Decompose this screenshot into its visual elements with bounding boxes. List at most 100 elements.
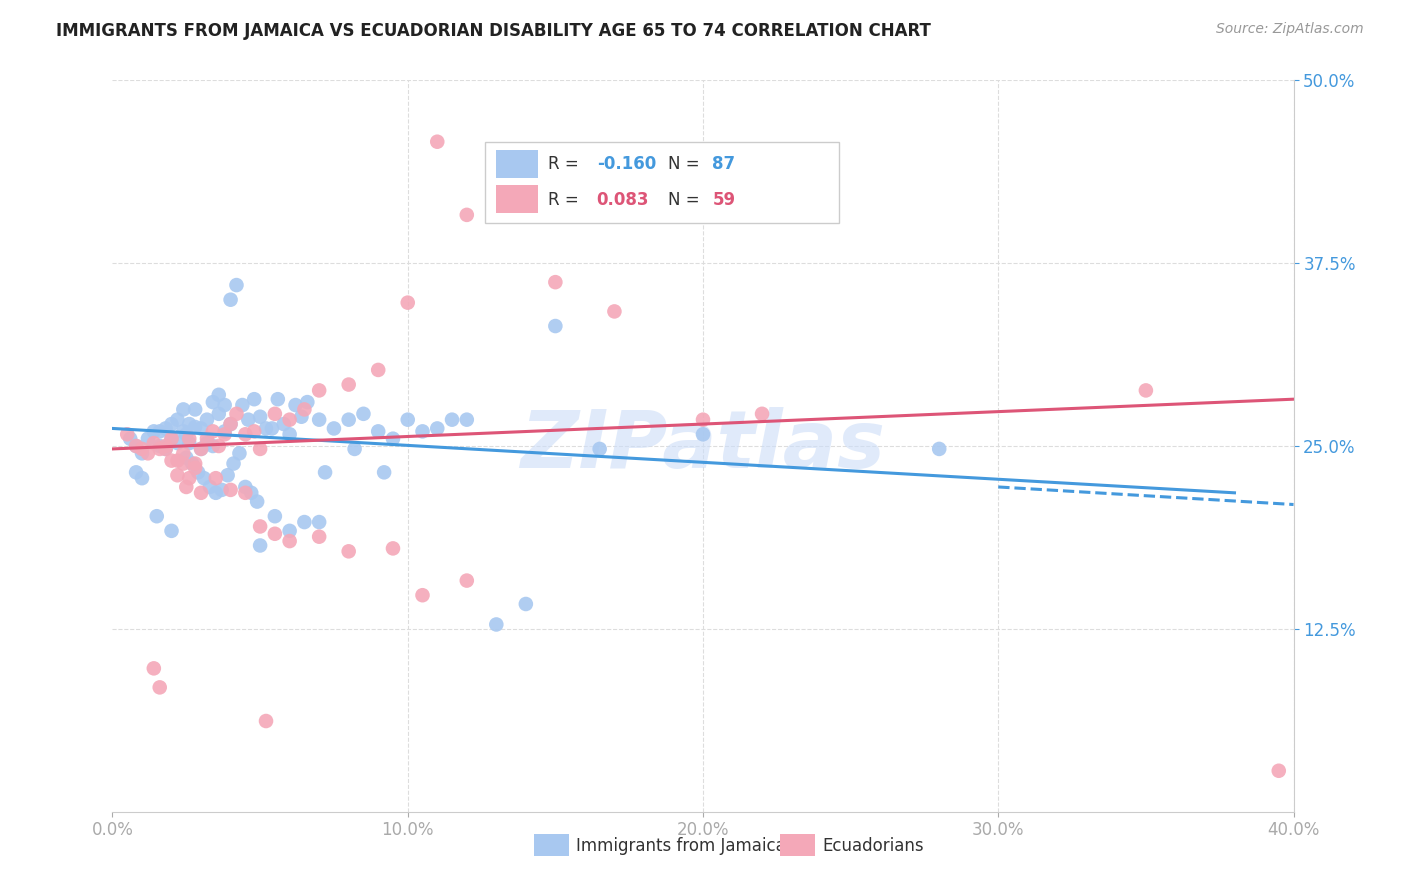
Text: IMMIGRANTS FROM JAMAICA VS ECUADORIAN DISABILITY AGE 65 TO 74 CORRELATION CHART: IMMIGRANTS FROM JAMAICA VS ECUADORIAN DI… — [56, 22, 931, 40]
Point — [166, 436, 188, 450]
Point — [142, 661, 165, 675]
Point — [426, 135, 449, 149]
Point — [243, 392, 266, 407]
Point — [692, 412, 714, 426]
Point — [172, 457, 194, 471]
Point — [292, 402, 315, 417]
Point — [382, 432, 405, 446]
Point — [131, 442, 153, 456]
Point — [396, 295, 419, 310]
Point — [149, 681, 172, 695]
Point — [426, 421, 449, 435]
Point — [142, 425, 165, 439]
Point — [120, 432, 142, 446]
Point — [174, 480, 197, 494]
Point — [179, 471, 201, 485]
Text: 59: 59 — [713, 191, 735, 209]
Point — [243, 425, 266, 439]
Point — [343, 442, 366, 456]
Point — [588, 442, 610, 456]
Point — [184, 402, 207, 417]
Point — [692, 427, 714, 442]
Point — [1135, 384, 1157, 398]
Point — [136, 446, 159, 460]
Point — [249, 539, 271, 553]
Point — [485, 617, 508, 632]
Point — [308, 412, 330, 426]
Point — [264, 509, 287, 524]
Text: Ecuadorians: Ecuadorians — [823, 837, 924, 855]
Point — [125, 439, 148, 453]
Text: Immigrants from Jamaica: Immigrants from Jamaica — [576, 837, 786, 855]
Point — [149, 439, 172, 453]
Point — [149, 442, 172, 456]
Point — [603, 304, 626, 318]
Point — [184, 457, 207, 471]
Point — [149, 425, 172, 439]
Point — [456, 412, 478, 426]
Point — [544, 319, 567, 334]
Point — [125, 466, 148, 480]
Point — [201, 425, 224, 439]
Point — [166, 453, 188, 467]
Point — [367, 425, 389, 439]
Point — [278, 412, 301, 426]
Point — [160, 453, 183, 467]
Point — [172, 446, 194, 460]
Point — [485, 205, 508, 219]
Point — [254, 714, 277, 728]
Point — [205, 485, 228, 500]
Point — [155, 442, 177, 456]
Point — [337, 412, 360, 426]
Point — [219, 417, 242, 431]
Bar — [496, 185, 537, 212]
Point — [136, 432, 159, 446]
Point — [284, 398, 307, 412]
Point — [190, 485, 212, 500]
Point — [117, 427, 138, 442]
Point — [219, 293, 242, 307]
Point — [249, 409, 271, 424]
Point — [125, 439, 148, 453]
Point — [249, 519, 271, 533]
Point — [260, 421, 283, 435]
Point — [246, 494, 269, 508]
Text: ZIPatlas: ZIPatlas — [520, 407, 886, 485]
Point — [273, 417, 295, 431]
Point — [142, 436, 165, 450]
Point — [337, 377, 360, 392]
Point — [411, 588, 433, 602]
Point — [217, 468, 239, 483]
Point — [184, 420, 207, 434]
Point — [373, 466, 395, 480]
Point — [174, 427, 197, 442]
Point — [190, 442, 212, 456]
Point — [308, 530, 330, 544]
Point — [225, 278, 247, 293]
Point — [544, 275, 567, 289]
Point — [184, 461, 207, 475]
Point — [181, 457, 204, 471]
Point — [214, 427, 236, 442]
Point — [160, 524, 183, 538]
Point — [233, 480, 256, 494]
Point — [208, 388, 231, 402]
Text: 87: 87 — [713, 155, 735, 173]
Point — [337, 544, 360, 558]
Point — [172, 402, 194, 417]
Point — [278, 427, 301, 442]
Point — [166, 412, 188, 426]
Point — [195, 412, 218, 426]
Point — [441, 412, 464, 426]
Text: R =: R = — [548, 191, 585, 209]
Point — [225, 407, 247, 421]
Point — [195, 432, 218, 446]
Point — [928, 442, 950, 456]
Text: N =: N = — [668, 155, 704, 173]
Point — [187, 466, 209, 480]
Point — [382, 541, 405, 556]
Point — [222, 457, 245, 471]
Point — [201, 395, 224, 409]
Point — [198, 480, 221, 494]
Point — [174, 450, 197, 465]
